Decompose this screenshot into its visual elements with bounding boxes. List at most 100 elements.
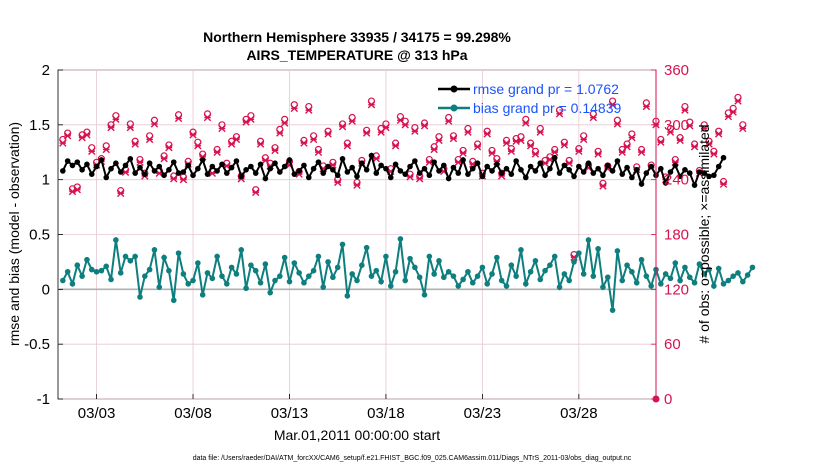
rmse-point xyxy=(267,165,273,172)
x-axis-label: Mar.01,2011 00:00:00 start xyxy=(274,427,440,443)
obs-assimilated-marker xyxy=(608,101,617,109)
rmse-point xyxy=(701,170,708,176)
bias-point xyxy=(175,250,182,256)
bias-point xyxy=(267,289,273,296)
rmse-point xyxy=(609,168,616,174)
bias-point xyxy=(571,259,577,265)
legend-bias-marker xyxy=(450,104,458,112)
bias-point xyxy=(286,278,293,285)
y-left-tick-label: 0 xyxy=(42,281,50,298)
bias-point xyxy=(387,283,394,289)
legend-bias-label: bias grand pr = 0.14839 xyxy=(473,100,621,116)
rmse-point xyxy=(84,161,90,168)
obs-assimilated-marker xyxy=(131,140,139,148)
rmse-point xyxy=(604,162,611,169)
obs-assimilated-marker xyxy=(271,146,279,155)
obs-assimilated-marker xyxy=(531,150,540,158)
rmse-point xyxy=(629,174,635,181)
obs-assimilated-marker xyxy=(657,138,665,146)
bias-point xyxy=(373,267,380,274)
y-right-tick-label: 120 xyxy=(664,281,689,298)
rmse-point xyxy=(513,158,519,164)
obs-assimilated-marker xyxy=(382,123,390,132)
rmse-point xyxy=(566,166,572,173)
bias-point xyxy=(64,268,71,275)
obs-assimilated-marker xyxy=(719,180,728,188)
bias-point xyxy=(677,277,683,284)
y-axis-left-label: rmse and bias (model - observation) xyxy=(6,122,22,346)
y-left-tick-label: 2 xyxy=(42,62,50,79)
bias-point xyxy=(445,268,452,275)
rmse-point xyxy=(117,169,124,175)
data-file-footer: data file: /Users/raeder/DAI/ATM_forcXX/… xyxy=(193,455,632,462)
obs-count-layer xyxy=(59,93,747,403)
bias-point xyxy=(368,273,375,279)
rmse-point xyxy=(214,168,220,174)
bias-point xyxy=(508,262,515,269)
obs-assimilated-marker xyxy=(179,175,188,184)
obs-assimilated-marker xyxy=(194,142,202,150)
obs-assimilated-marker xyxy=(676,136,684,145)
obs-assimilated-marker xyxy=(126,123,135,132)
rmse-point xyxy=(281,163,288,170)
obs-assimilated-marker xyxy=(334,178,342,187)
rmse-point xyxy=(715,163,722,170)
rmse-point xyxy=(373,170,380,176)
y-right-tick-label: 0 xyxy=(664,391,672,408)
bias-point xyxy=(320,284,327,290)
obs-assimilated-marker xyxy=(575,147,583,156)
bias-point xyxy=(74,262,81,269)
rmse-point xyxy=(706,173,712,180)
bias-point xyxy=(527,268,534,275)
bias-point xyxy=(489,271,495,277)
obs-assimilated-marker xyxy=(551,148,559,156)
rmse-point xyxy=(325,163,331,170)
bias-point xyxy=(180,271,187,277)
rmse-point xyxy=(441,162,447,169)
bias-point xyxy=(161,254,167,261)
rmse-point xyxy=(60,168,66,174)
bias-point xyxy=(219,273,225,279)
obs-assimilated-marker xyxy=(729,108,737,116)
bias-point xyxy=(532,258,539,264)
rmse-point xyxy=(233,158,240,164)
obs-assimilated-marker xyxy=(459,149,467,157)
y-axis-right-label: # of obs: o=possible; ×=assimilated xyxy=(696,124,712,343)
bias-point xyxy=(556,284,563,290)
bias-point xyxy=(740,278,746,285)
bias-point xyxy=(416,274,423,281)
obs-assimilated-marker xyxy=(252,188,260,197)
rmse-point xyxy=(180,169,187,175)
bias-point xyxy=(166,267,172,274)
obs-assimilated-marker xyxy=(700,124,708,133)
obs-assimilated-marker xyxy=(710,150,718,158)
obs-assimilated-marker xyxy=(517,136,525,145)
obs-assimilated-marker xyxy=(362,129,371,137)
obs-assimilated-marker xyxy=(213,148,221,156)
left-tick-layer: 2 1.5 1 0.5 0 -0.5 -1 xyxy=(24,62,63,408)
x-tick-label: 03/23 xyxy=(464,405,502,422)
rmse-point xyxy=(291,171,298,177)
rmse-point xyxy=(696,169,703,175)
y-right-tick-label: 60 xyxy=(664,336,681,353)
rmse-point xyxy=(518,166,524,173)
bias-point xyxy=(137,294,143,300)
x-tick-label: 03/18 xyxy=(367,405,405,422)
bias-point xyxy=(498,277,505,284)
obs-assimilated-marker xyxy=(247,115,255,124)
bias-point xyxy=(248,262,254,269)
rmse-point xyxy=(320,170,327,176)
right-tick-layer: 360 300 240 180 120 60 0 xyxy=(651,62,689,408)
bias-point xyxy=(214,253,220,260)
bias-point xyxy=(359,262,365,269)
bias-point xyxy=(69,281,76,287)
bias-point xyxy=(233,271,240,277)
bias-point xyxy=(392,268,399,275)
bias-point xyxy=(431,271,437,277)
bias-point xyxy=(277,273,283,279)
bias-point xyxy=(580,271,587,277)
obs-assimilated-marker xyxy=(300,139,308,147)
rmse-point xyxy=(498,170,505,176)
bias-point xyxy=(363,244,370,251)
rmse-point xyxy=(494,161,500,168)
